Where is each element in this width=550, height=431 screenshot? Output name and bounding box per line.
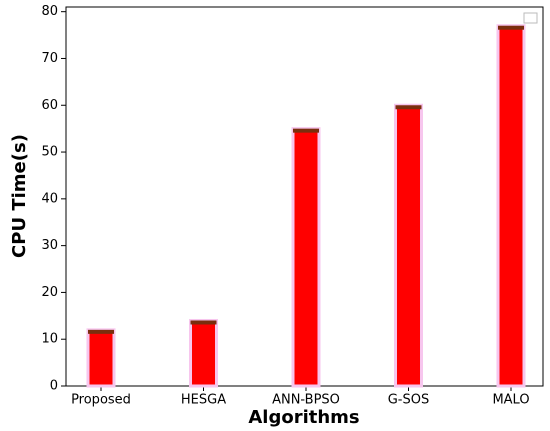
y-axis-title: CPU Time(s) [9,134,30,258]
y-tick-label: 80 [41,4,58,19]
y-tick-label: 70 [41,51,58,66]
y-tick-label: 0 [50,379,58,394]
bar-cap [88,329,114,334]
bar-cap [395,105,422,110]
x-tick-label: ANN-BPSO [272,393,340,408]
x-tick-label: HESGA [181,393,226,408]
bar-cap [190,320,217,325]
y-tick-label: 30 [41,238,58,253]
y-tick-label: 50 [41,145,58,160]
bar [86,328,116,388]
bar [189,318,218,388]
bar [394,103,423,388]
legend-box [523,12,538,24]
x-tick-label: MALO [492,393,529,408]
x-axis-title: Algorithms [248,407,359,428]
bar [291,127,321,388]
y-tick-label: 20 [41,285,58,300]
x-tick-label: G-SOS [388,393,430,408]
bar-cap [293,128,319,133]
y-tick-label: 60 [41,98,58,113]
y-tick-label: 10 [41,332,58,347]
x-tick-label: Proposed [71,393,131,408]
bar-cap [498,25,524,30]
bar [496,24,526,388]
y-tick-label: 40 [41,191,58,206]
